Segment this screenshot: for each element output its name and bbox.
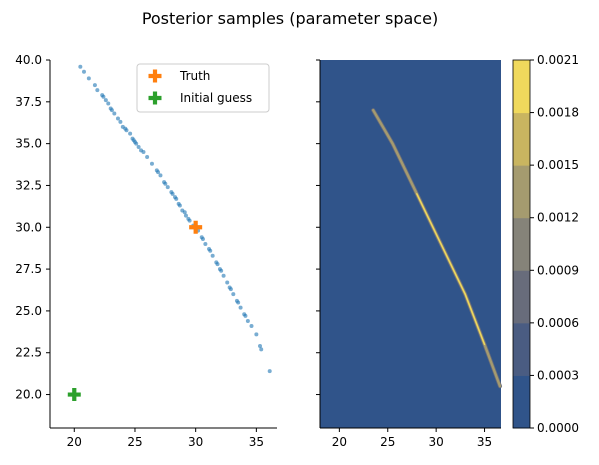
left-y-tick-label: 30.0	[15, 220, 42, 234]
left-x-tick-label: 25	[127, 435, 142, 449]
sample-point	[236, 300, 241, 305]
initial-guess-marker	[67, 388, 81, 402]
right-x-tick-label: 30	[429, 435, 444, 449]
sample-point	[267, 369, 272, 374]
sample-point	[131, 138, 136, 143]
sample-point	[254, 332, 259, 337]
colorbar-band	[513, 217, 530, 271]
sample-point	[231, 292, 236, 297]
sample-point	[177, 203, 182, 208]
colorbar-tick-label: 0.0018	[537, 106, 579, 120]
sample-point	[259, 347, 264, 352]
sample-point	[182, 210, 187, 215]
sample-point	[227, 285, 232, 290]
sample-point	[101, 94, 106, 99]
sample-point	[128, 131, 133, 136]
sample-point	[170, 191, 175, 196]
colorbar-tick-label: 0.0015	[537, 158, 579, 172]
legend-initial-guess-marker	[148, 91, 162, 105]
right-x-tick-label: 35	[477, 435, 492, 449]
heatmap-panel: 20 25 30 35	[316, 59, 502, 449]
colorbar-band	[513, 270, 530, 324]
sample-point	[215, 262, 220, 267]
sample-point	[136, 144, 141, 149]
sample-point	[103, 98, 108, 103]
legend-frame	[136, 63, 270, 113]
sample-point	[123, 126, 128, 131]
left-y-tick-label: 37.5	[15, 95, 42, 109]
left-x-tick-label: 35	[249, 435, 264, 449]
sample-point	[165, 185, 170, 190]
truth-marker	[189, 220, 203, 234]
sample-point	[106, 101, 111, 106]
colorbar-tick-label: 0.0021	[537, 53, 579, 67]
colorbar-band	[513, 322, 530, 376]
scatter-panel: 20 25 30 35 20.0 22.5 25.0 27.5 30.0 32.5 35.0 37.5…	[15, 53, 277, 449]
left-y-tick-label: 32.5	[15, 178, 42, 192]
legend-label: Truth	[179, 69, 210, 83]
sample-point	[108, 106, 113, 111]
sample-point	[81, 69, 86, 74]
sample-point	[219, 268, 224, 273]
sample-point	[203, 242, 208, 246]
colorbar-tick-label: 0.0000	[537, 421, 579, 435]
colorbar-band	[513, 165, 530, 219]
right-x-tick-label: 25	[380, 435, 395, 449]
left-y-tick-label: 20.0	[15, 388, 42, 402]
left-y-tick-label: 25.0	[15, 304, 42, 318]
left-y-tick-label: 27.5	[15, 262, 42, 276]
legend-label: Initial guess	[180, 91, 252, 105]
sample-point	[95, 88, 100, 93]
sample-point	[186, 216, 191, 221]
sample-point	[243, 313, 248, 318]
colorbar: 0.0000 0.0003 0.0006 0.0009 0.0012 0.0015 0.00…	[512, 53, 579, 435]
left-x-tick-label: 20	[67, 435, 82, 449]
sample-point	[225, 280, 230, 285]
sample-point	[245, 318, 250, 323]
colorbar-band	[513, 375, 530, 429]
left-y-tick-label: 35.0	[15, 137, 42, 151]
sample-point	[174, 196, 179, 201]
heatmap-background	[320, 60, 501, 428]
sample-point	[163, 181, 168, 186]
sample-point	[238, 305, 243, 310]
legend: Truth Initial guess	[136, 63, 270, 113]
sample-point	[86, 76, 91, 81]
sample-point	[139, 148, 144, 153]
right-x-tick-label: 20	[332, 435, 347, 449]
left-x-tick-label: 30	[188, 435, 203, 449]
sample-point	[149, 161, 154, 166]
sample-point	[183, 213, 188, 218]
sample-point	[156, 170, 161, 175]
colorbar-band	[513, 112, 530, 166]
sample-point	[145, 155, 150, 160]
colorbar-tick-label: 0.0009	[537, 263, 579, 277]
sample-point	[115, 116, 120, 121]
sample-point	[210, 253, 215, 258]
colorbar-frame	[512, 59, 531, 429]
sample-point	[208, 248, 213, 253]
sample-point	[200, 236, 205, 241]
left-y-tick-label: 40.0	[15, 53, 42, 67]
colorbar-tick-label: 0.0003	[537, 368, 579, 382]
colorbar-band	[513, 60, 530, 114]
sample-point	[92, 83, 97, 88]
colorbar-tick-label: 0.0012	[537, 211, 579, 225]
sample-point	[249, 323, 254, 328]
sample-point	[118, 119, 123, 124]
colorbar-tick-label: 0.0006	[537, 316, 579, 330]
figure-title: Posterior samples (parameter space)	[142, 9, 438, 28]
sample-point	[112, 111, 117, 116]
sample-point	[158, 173, 163, 178]
sample-point	[258, 344, 263, 349]
legend-truth-marker	[148, 69, 162, 83]
sample-point	[221, 273, 226, 278]
sample-point	[78, 64, 83, 69]
density-ridge-core	[416, 193, 486, 346]
left-y-tick-label: 22.5	[15, 346, 42, 360]
